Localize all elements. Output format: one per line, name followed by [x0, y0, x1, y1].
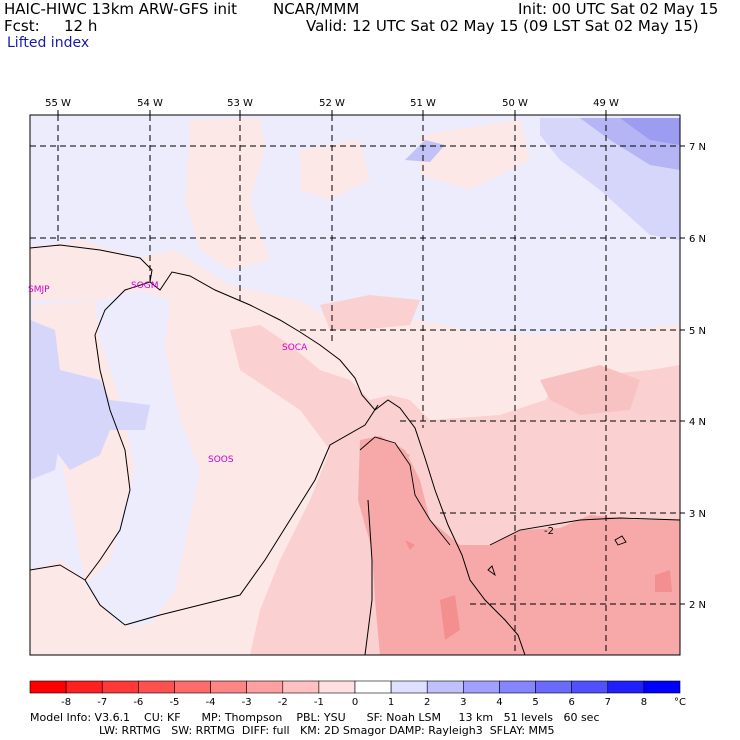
- station-label: SMJP: [28, 285, 50, 295]
- colorbar-swatch: [643, 680, 681, 694]
- field-name: Lifted index: [7, 35, 90, 51]
- colorbar-tick-label: 6: [568, 697, 574, 708]
- org-label: NCAR/MMM: [273, 0, 360, 18]
- map-frame: [29, 114, 681, 656]
- station-label: SOCA: [282, 343, 308, 353]
- colorbar-tick-label: -6: [133, 697, 143, 708]
- colorbar-tick-label: -1: [314, 697, 324, 708]
- colorbar-swatch: [354, 680, 392, 694]
- lon-label: 53 W: [227, 98, 253, 109]
- lat-label: 3 N: [689, 509, 706, 520]
- colorbar-swatch: [101, 680, 139, 694]
- colorbar-swatch: [65, 680, 103, 694]
- lat-label: 6 N: [689, 234, 706, 245]
- colorbar-tick-label: 7: [605, 697, 611, 708]
- colorbar-tick-label: -8: [61, 697, 71, 708]
- contour-lines: [359, 436, 680, 577]
- colorbar-swatch: [282, 680, 320, 694]
- axis-ticks: [57, 110, 685, 605]
- colorbar-tick-label: -3: [242, 697, 252, 708]
- lat-lon-grid: [30, 115, 680, 655]
- colorbar-swatch: [607, 680, 645, 694]
- colorbar-tick-label: 1: [388, 697, 394, 708]
- colorbar-tick-label: -7: [97, 697, 107, 708]
- colorbar-tick-label: 8: [641, 697, 647, 708]
- model-title: HAIC-HIWC 13km ARW-GFS init: [4, 0, 238, 18]
- colorbar-tick-label: -5: [169, 697, 179, 708]
- colorbar-swatch: [138, 680, 175, 694]
- model-info-line2: LW: RRTMG SW: RRTMG DIFF: full KM: 2D Sm…: [99, 724, 555, 737]
- colorbar-tick-label: 0: [352, 697, 358, 708]
- colorbar-swatch: [246, 680, 284, 694]
- lat-label: 7 N: [689, 142, 706, 153]
- colorbar-swatch: [535, 680, 572, 694]
- model-info-line1: Model Info: V3.6.1 CU: KF MP: Thompson P…: [30, 711, 600, 724]
- contour-label: -2: [544, 526, 554, 537]
- colorbar: [29, 680, 681, 694]
- init-time: Init: 00 UTC Sat 02 May 15: [518, 0, 719, 18]
- lon-label: 50 W: [502, 98, 528, 109]
- colorbar-tick-label: 3: [460, 697, 466, 708]
- station-label: SOOS: [208, 455, 234, 465]
- colorbar-swatch: [318, 680, 356, 694]
- colorbar-swatch: [571, 680, 609, 694]
- colorbar-unit: °C: [674, 697, 686, 708]
- colorbar-swatch: [29, 680, 67, 694]
- colorbar-tick-label: -2: [278, 697, 288, 708]
- lon-label: 49 W: [593, 98, 619, 109]
- colorbar-swatch: [463, 680, 500, 694]
- colorbar-swatch: [210, 680, 247, 694]
- colorbar-swatch: [426, 680, 464, 694]
- colorbar-swatch: [390, 680, 428, 694]
- colorbar-tick-label: -4: [206, 697, 216, 708]
- lon-label: 54 W: [137, 98, 163, 109]
- colorbar-tick-label: 5: [532, 697, 538, 708]
- colorbar-ticks: -8 -7 -6 -5 -4 -3 -2 -1 0 1 2 3 4 5 6 7 8: [61, 697, 647, 708]
- colorbar-tick-label: 2: [424, 697, 430, 708]
- colorbar-tick-label: 4: [496, 697, 502, 708]
- lat-label: 4 N: [689, 417, 706, 428]
- station-label: SOGM: [131, 281, 159, 291]
- forecast-value: 12 h: [64, 17, 98, 35]
- forecast-label: Fcst:: [4, 17, 40, 35]
- lat-label: 5 N: [689, 326, 706, 337]
- lat-label: 2 N: [689, 600, 706, 611]
- lon-label: 51 W: [410, 98, 436, 109]
- colorbar-swatch: [499, 680, 536, 694]
- lon-label: 52 W: [319, 98, 345, 109]
- lon-label: 55 W: [45, 98, 71, 109]
- colorbar-swatch: [174, 680, 211, 694]
- valid-time: Valid: 12 UTC Sat 02 May 15 (09 LST Sat …: [306, 17, 699, 35]
- lifted-index-field: [30, 115, 680, 655]
